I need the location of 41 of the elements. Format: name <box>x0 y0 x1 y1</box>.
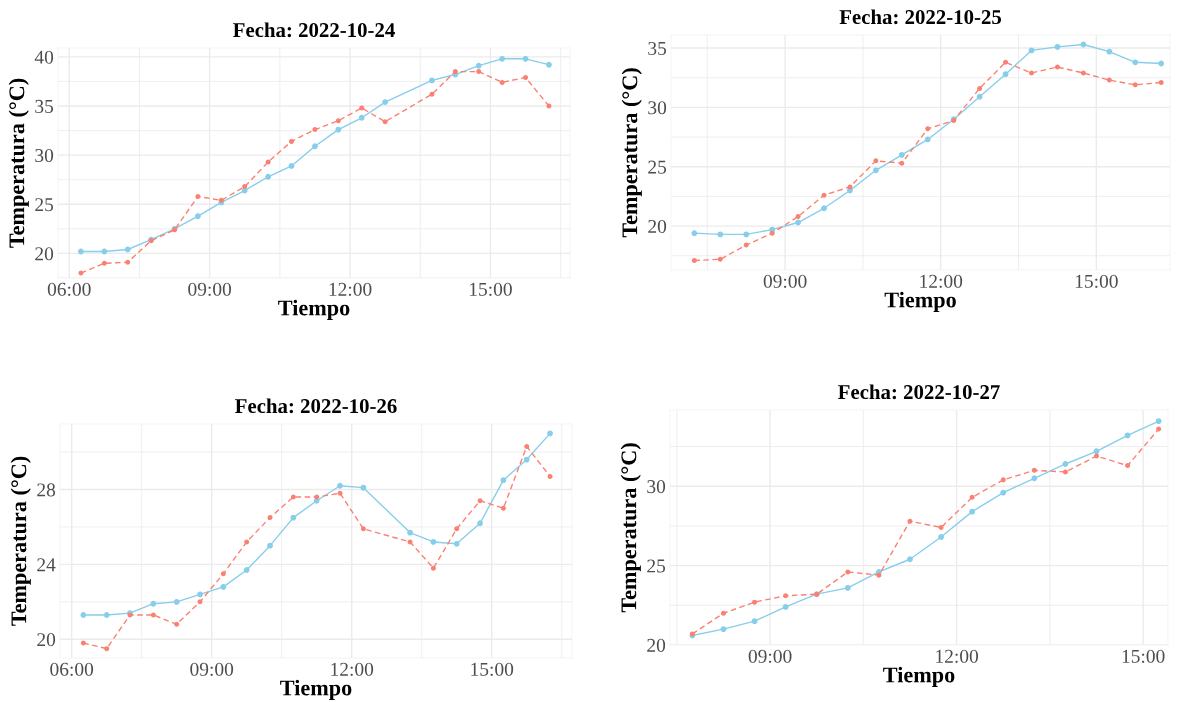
y-axis-title: Temperatura (°C) <box>8 78 29 248</box>
x-tick-label: 09:00 <box>188 282 232 296</box>
x-tick-label: 12:00 <box>920 274 963 288</box>
x-tick-label: 09:00 <box>763 274 807 288</box>
y-tick-label: 35 <box>35 99 54 113</box>
x-axis-title: Tiempo <box>883 666 955 687</box>
x-tick-label: 09:00 <box>748 649 792 663</box>
chart-title: Fecha: 2022-10-27 <box>838 384 1000 400</box>
y-tick-label: 25 <box>647 559 666 573</box>
y-tick-label: 30 <box>648 101 667 115</box>
y-tick-label: 25 <box>35 198 54 212</box>
x-axis-title: Tiempo <box>884 291 956 312</box>
y-axis-title: Temperatura (°C) <box>620 443 641 613</box>
y-tick-label: 30 <box>647 480 666 494</box>
y-axis-title: Temperatura (°C) <box>10 456 31 626</box>
y-tick-label: 25 <box>648 160 667 174</box>
y-tick-label: 28 <box>37 483 56 497</box>
x-tick-label: 15:00 <box>1075 274 1118 288</box>
x-axis-title: Tiempo <box>280 679 352 700</box>
y-tick-label: 35 <box>648 41 667 55</box>
x-tick-label: 12:00 <box>936 649 979 663</box>
y-axis-title: Temperatura (°C) <box>621 68 642 238</box>
chart-title: Fecha: 2022-10-25 <box>839 9 1002 25</box>
y-tick-label: 20 <box>37 633 56 647</box>
x-tick-label: 09:00 <box>190 662 234 676</box>
y-tick-label: 40 <box>34 50 54 64</box>
y-tick-label: 30 <box>35 148 54 163</box>
x-tick-label: 15:00 <box>471 662 514 676</box>
x-tick-label: 12:00 <box>329 282 372 296</box>
x-axis-title: Tiempo <box>278 299 350 320</box>
x-tick-label: 06:00 <box>50 662 94 676</box>
x-tick-label: 12:00 <box>331 662 374 676</box>
chart-title: Fecha: 2022-10-24 <box>233 22 395 38</box>
y-tick-label: 20 <box>35 247 54 261</box>
x-tick-label: 06:00 <box>47 282 91 296</box>
x-tick-label: 15:00 <box>1122 649 1165 663</box>
y-tick-label: 20 <box>647 638 666 652</box>
y-tick-label: 24 <box>37 558 56 572</box>
x-tick-label: 15:00 <box>470 282 512 296</box>
chart-title: Fecha: 2022-10-26 <box>235 398 397 414</box>
y-tick-label: 20 <box>648 219 667 234</box>
